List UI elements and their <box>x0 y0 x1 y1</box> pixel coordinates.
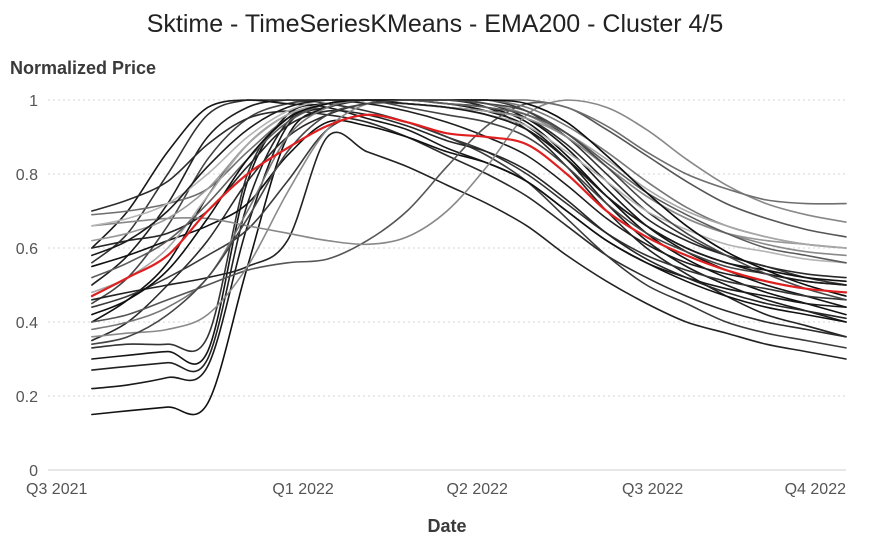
x-tick-label: Q2 2022 <box>447 481 508 498</box>
x-tick-label: Q4 2022 <box>785 481 846 498</box>
series-lines <box>90 99 848 416</box>
series-line-12 <box>91 110 847 338</box>
x-tick-label: Q3 2022 <box>622 481 683 498</box>
y-tick-label: 0 <box>29 463 38 480</box>
series-line-19 <box>91 99 847 246</box>
y-tick-label: 0.2 <box>16 389 38 406</box>
series-line-7 <box>91 99 847 323</box>
y-tick-label: 0.6 <box>16 241 38 258</box>
y-axis-label: Normalized Price <box>10 58 157 78</box>
series-line-11 <box>91 99 847 308</box>
chart-title: Sktime - TimeSeriesKMeans - EMA200 - Clu… <box>146 10 724 38</box>
series-line-26 <box>91 99 847 316</box>
series-line-9 <box>91 99 847 294</box>
series-line-8 <box>91 99 847 305</box>
x-axis-label: Date <box>427 516 467 536</box>
y-tick-label: 1 <box>29 93 38 110</box>
y-tick-label: 0.8 <box>16 167 38 184</box>
series-line-27 <box>91 99 847 286</box>
y-tick-labels: 0 0.2 0.4 0.6 0.8 1 <box>16 93 38 480</box>
series-line-28 <box>91 99 847 345</box>
series-line-centroid <box>90 113 848 298</box>
series-line-22 <box>91 99 847 294</box>
series-line-25 <box>91 99 847 279</box>
x-tick-label: Q1 2022 <box>272 481 333 498</box>
x-tick-label: Q3 2021 <box>26 481 87 498</box>
series-line-24 <box>91 99 847 264</box>
series-line-13 <box>91 113 847 349</box>
y-tick-label: 0.4 <box>16 315 38 332</box>
series-line-17 <box>91 101 847 323</box>
x-tick-labels: Q3 2021 Q1 2022 Q2 2022 Q3 2022 Q4 2022 <box>26 481 846 498</box>
series-line-14 <box>91 131 847 360</box>
series-line-15 <box>91 119 847 323</box>
series-line-10 <box>91 99 847 301</box>
